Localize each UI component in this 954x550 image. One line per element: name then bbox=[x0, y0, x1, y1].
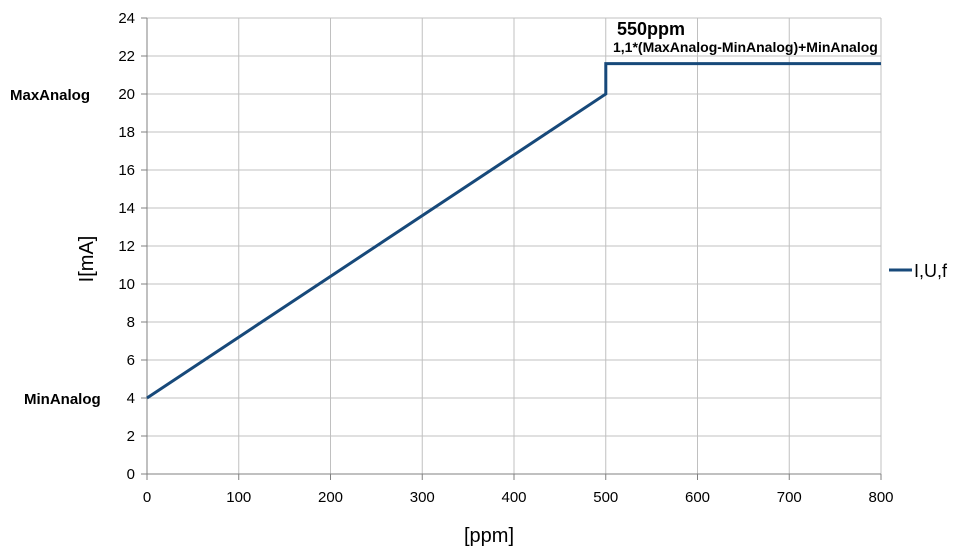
y-tick-label: 24 bbox=[118, 10, 135, 27]
y-tick-label: 2 bbox=[127, 428, 135, 445]
side-label-min: MinAnalog bbox=[24, 391, 101, 408]
y-tick-label: 18 bbox=[118, 124, 135, 141]
y-tick-label: 22 bbox=[118, 48, 135, 65]
y-tick-label: 6 bbox=[127, 352, 135, 369]
side-label-max: MaxAnalog bbox=[10, 87, 90, 104]
x-axis-title: [ppm] bbox=[464, 525, 514, 547]
annotation-threshold: 550ppm bbox=[617, 19, 685, 39]
y-tick-label: 14 bbox=[118, 200, 135, 217]
legend: I,U,f bbox=[889, 261, 948, 281]
y-tick-label: 0 bbox=[127, 466, 135, 483]
grid bbox=[146, 17, 882, 475]
series bbox=[146, 62, 881, 400]
x-tick-label: 200 bbox=[318, 489, 343, 506]
series-line bbox=[146, 62, 881, 400]
x-tick-label: 0 bbox=[143, 489, 151, 506]
x-tick-label: 600 bbox=[685, 489, 710, 506]
x-tick-label: 500 bbox=[593, 489, 618, 506]
x-tick-label: 300 bbox=[410, 489, 435, 506]
y-tick-label: 20 bbox=[118, 86, 135, 103]
y-tick-label: 10 bbox=[118, 276, 135, 293]
y-tick-label: 8 bbox=[127, 314, 135, 331]
y-tick-label: 16 bbox=[118, 162, 135, 179]
y-axis-title: I[mA] bbox=[76, 236, 98, 283]
annotation-formula: 1,1*(MaxAnalog-MinAnalog)+MinAnalog bbox=[613, 39, 878, 55]
axes bbox=[141, 17, 882, 480]
y-tick-label: 4 bbox=[127, 390, 135, 407]
x-tick-label: 700 bbox=[777, 489, 802, 506]
legend-label: I,U,f bbox=[914, 261, 948, 281]
y-tick-label: 12 bbox=[118, 238, 135, 255]
x-tick-label: 100 bbox=[226, 489, 251, 506]
x-tick-label: 400 bbox=[501, 489, 526, 506]
x-tick-label: 800 bbox=[868, 489, 893, 506]
